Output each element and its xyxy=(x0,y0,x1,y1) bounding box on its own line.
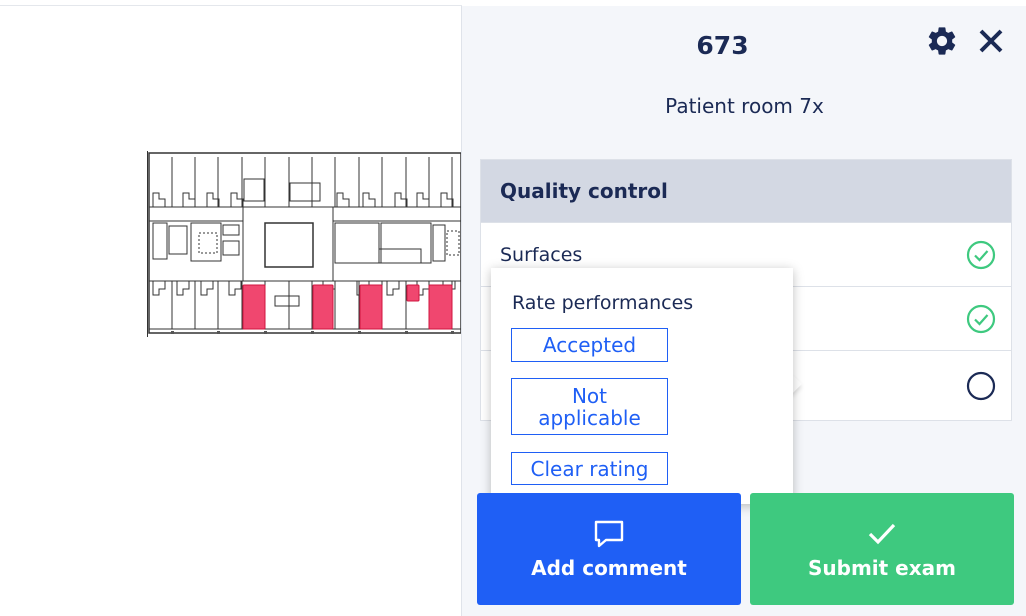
highlighted-room xyxy=(242,284,266,330)
add-comment-label: Add comment xyxy=(531,556,687,580)
close-button[interactable] xyxy=(976,26,1006,56)
checkmark-icon xyxy=(868,523,896,545)
gear-icon xyxy=(928,27,956,55)
floorplan-drawing[interactable] xyxy=(147,151,461,337)
submit-exam-button[interactable]: Submit exam xyxy=(750,493,1014,605)
qc-item-label: Surfaces xyxy=(500,243,583,266)
highlighted-room xyxy=(359,284,383,330)
room-number: 673 xyxy=(696,31,749,60)
not-applicable-button[interactable]: Not applicable xyxy=(511,378,668,435)
room-detail-panel: 673 Patient room 7x Quality control Surf… xyxy=(461,6,1026,616)
settings-button[interactable] xyxy=(925,24,959,58)
rate-performances-popup: Rate performances Accepted Not applicabl… xyxy=(491,268,793,504)
highlighted-room xyxy=(312,284,334,330)
check-circle-icon[interactable] xyxy=(966,304,996,334)
popup-title: Rate performances xyxy=(512,292,694,314)
add-comment-button[interactable]: Add comment xyxy=(477,493,741,605)
empty-circle-icon[interactable] xyxy=(966,371,996,401)
submit-exam-label: Submit exam xyxy=(808,556,956,580)
room-name: Patient room 7x xyxy=(665,94,824,118)
floorplan-map[interactable] xyxy=(0,6,461,616)
quality-control-title: Quality control xyxy=(481,160,1011,222)
clear-rating-button[interactable]: Clear rating xyxy=(511,452,668,485)
top-divider xyxy=(0,5,462,6)
accepted-button[interactable]: Accepted xyxy=(511,328,668,362)
speech-bubble-icon xyxy=(594,520,624,548)
close-icon xyxy=(979,29,1003,53)
highlighted-room xyxy=(428,284,453,330)
highlighted-room xyxy=(406,284,420,302)
check-circle-icon[interactable] xyxy=(966,240,996,270)
